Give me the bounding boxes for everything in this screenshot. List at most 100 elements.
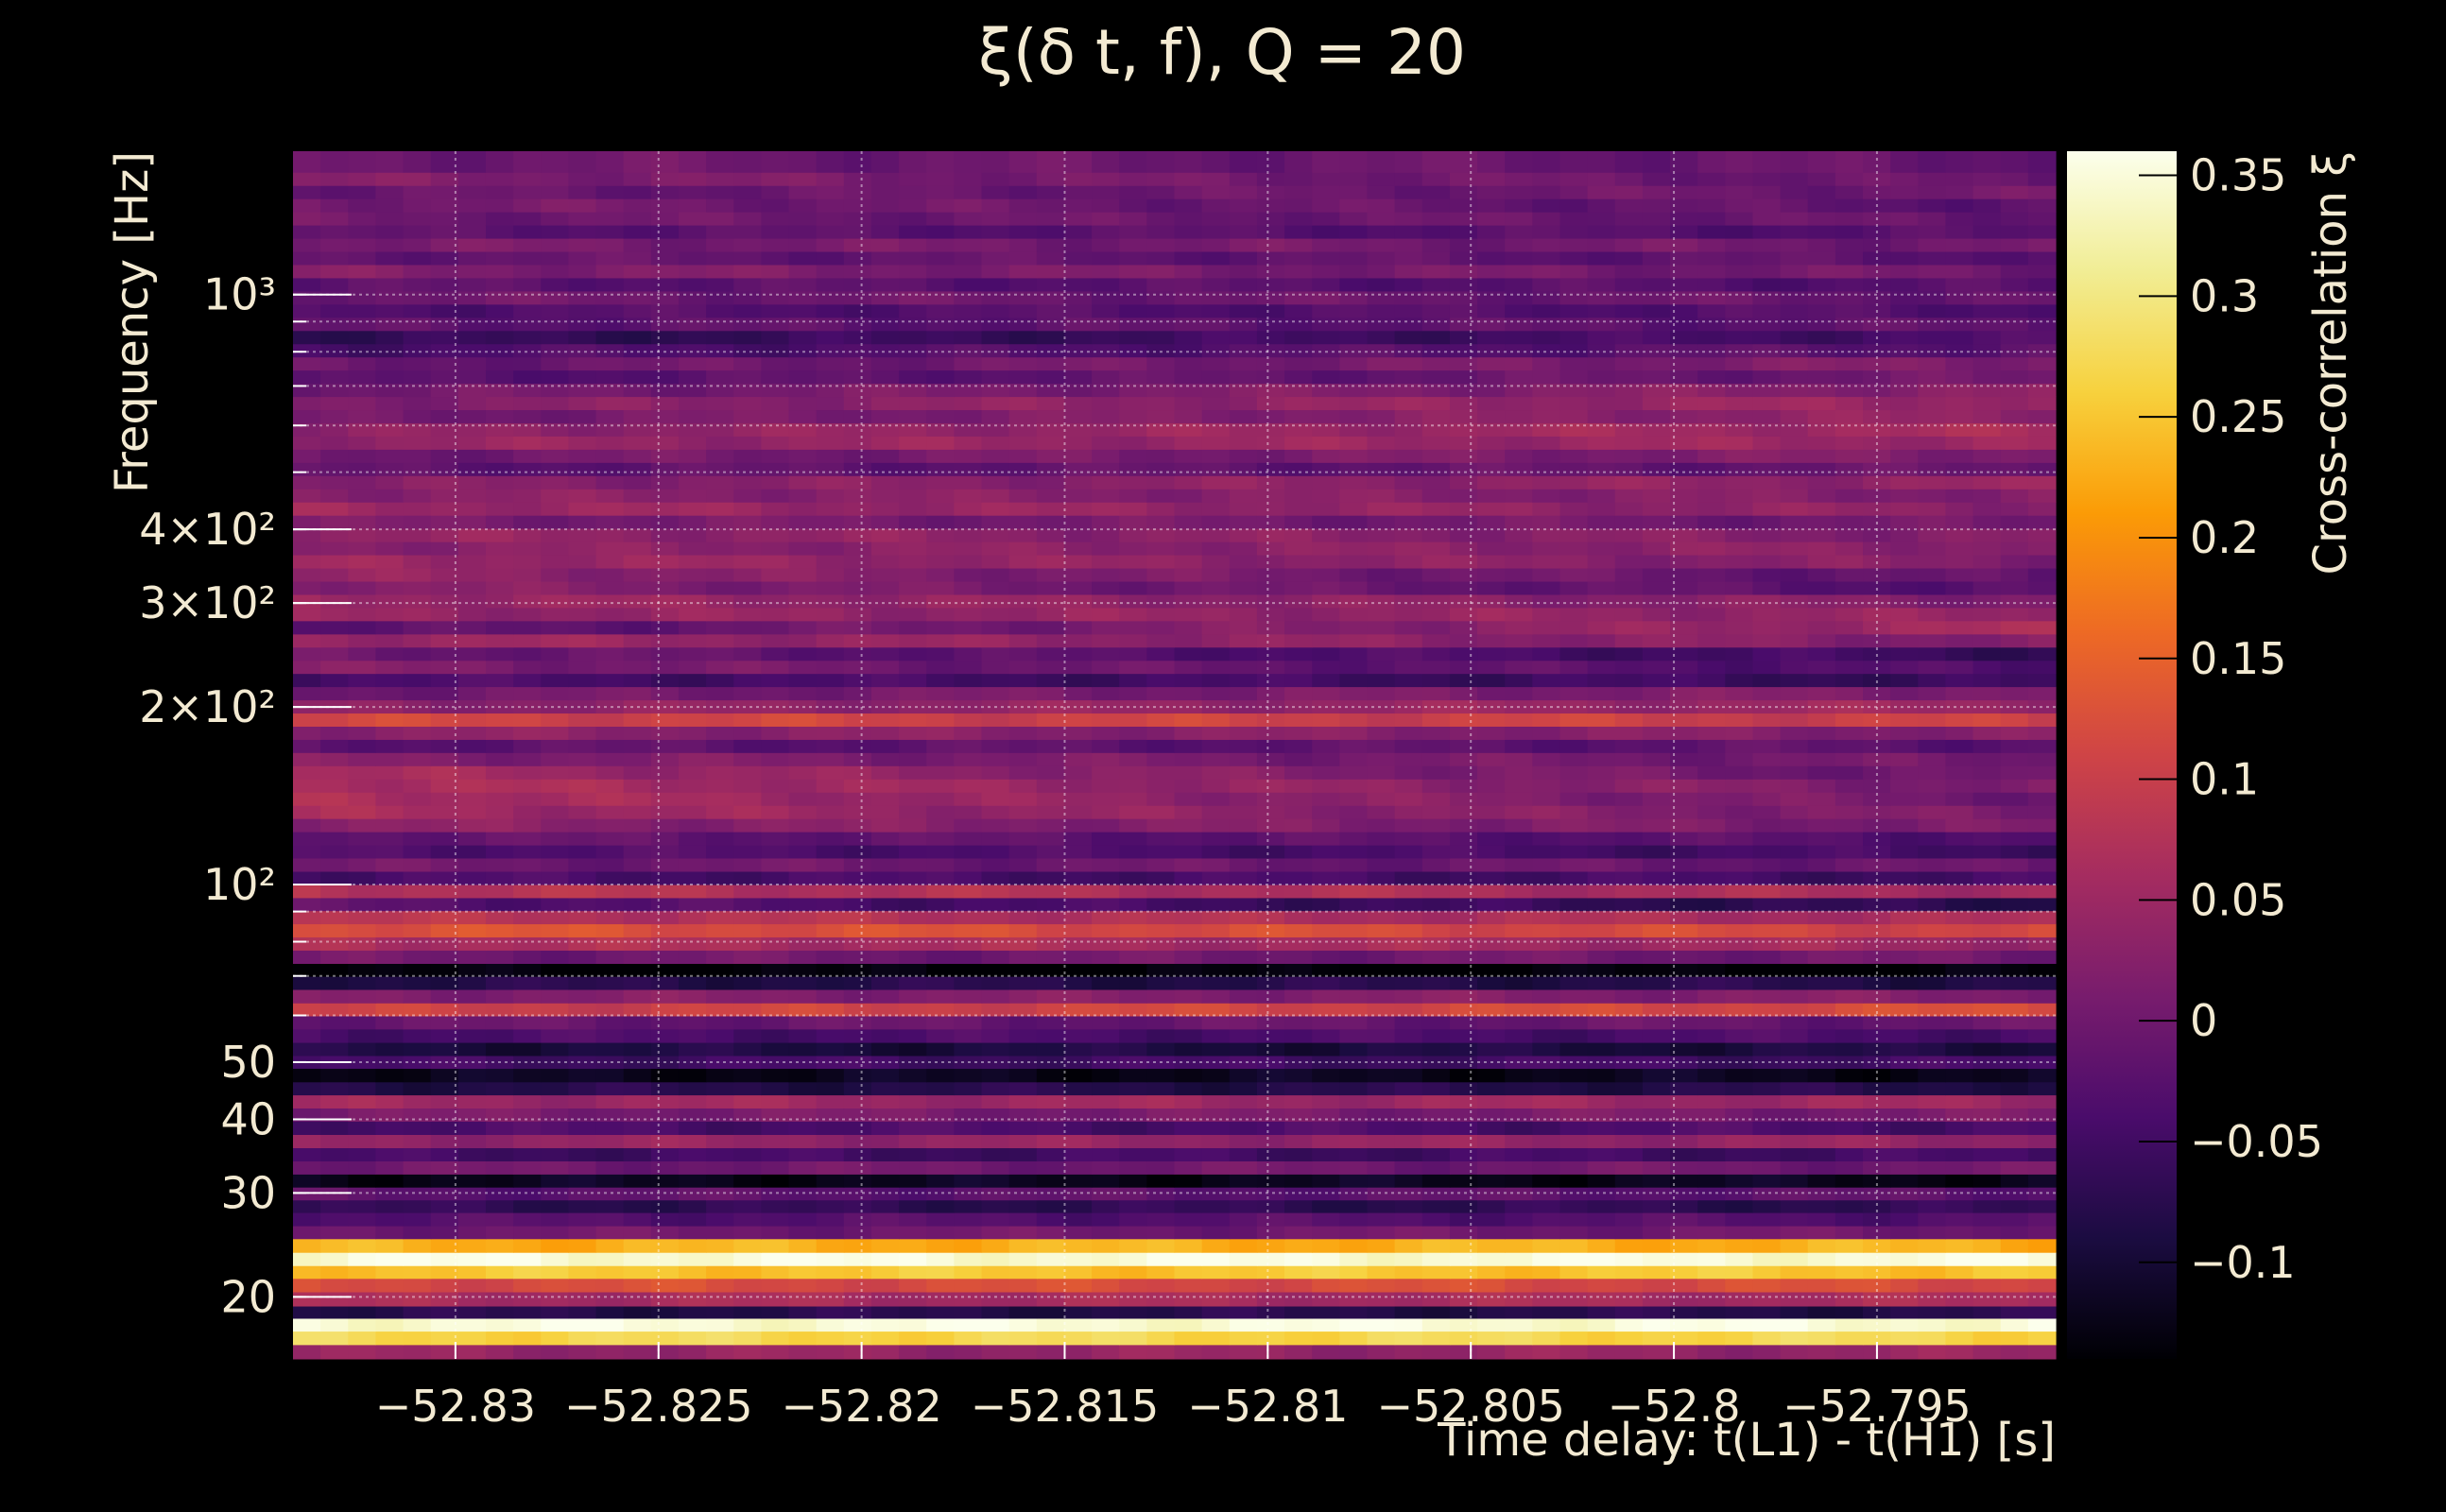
heatmap-cell — [1587, 752, 1616, 766]
heatmap-cell — [1807, 1094, 1836, 1109]
heatmap-cell — [1834, 1147, 1864, 1162]
heatmap-cell — [981, 396, 1010, 411]
heatmap-cell — [1063, 1265, 1093, 1280]
heatmap-cell — [1119, 845, 1147, 859]
heatmap-cell — [568, 1174, 597, 1188]
heatmap-cell — [457, 1292, 487, 1307]
heatmap-cell — [1918, 369, 1947, 385]
heatmap-cell — [1312, 1081, 1340, 1096]
heatmap-cell — [870, 594, 900, 609]
heatmap-cell — [1697, 660, 1726, 675]
heatmap-cell — [1174, 1028, 1203, 1043]
heatmap-cell — [430, 1147, 459, 1162]
heatmap-cell — [788, 1292, 818, 1307]
heatmap-cell — [1559, 1147, 1589, 1162]
heatmap-cell — [1256, 765, 1285, 780]
heatmap-cell — [1256, 739, 1285, 753]
heatmap-cell — [1834, 660, 1864, 675]
heatmap-cell — [1587, 1081, 1616, 1096]
heatmap-cell — [1421, 489, 1451, 503]
heatmap-cell — [1834, 897, 1864, 912]
heatmap-cell — [1008, 1174, 1038, 1188]
heatmap-cell — [954, 897, 983, 912]
heatmap-cell — [541, 369, 570, 385]
heatmap-cell — [485, 436, 514, 450]
heatmap-cell — [788, 343, 818, 358]
heatmap-cell — [1394, 963, 1423, 977]
heatmap-cell — [1505, 976, 1533, 990]
heatmap-cell — [1421, 857, 1451, 872]
heatmap-cell — [568, 1042, 597, 1057]
heatmap-cell — [1834, 739, 1864, 753]
heatmap-cell — [899, 1265, 927, 1280]
heatmap-cell — [348, 1042, 377, 1057]
heatmap-cell — [706, 555, 734, 569]
heatmap-cell — [1449, 673, 1478, 688]
heatmap-cell — [1752, 515, 1782, 529]
heatmap-cell — [1505, 923, 1533, 937]
heatmap-cell — [1477, 1265, 1506, 1280]
heatmap-cell — [1339, 1252, 1369, 1266]
heatmap-cell — [1256, 1344, 1285, 1360]
heatmap-cell — [1092, 633, 1120, 648]
heatmap-cell — [1972, 739, 2002, 753]
heatmap-cell — [899, 818, 927, 833]
heatmap-cell — [1449, 594, 1478, 609]
heatmap-cell — [954, 581, 983, 595]
heatmap-cell — [733, 646, 762, 662]
heatmap-cell — [541, 409, 570, 423]
heatmap-cell — [1119, 1226, 1147, 1240]
heatmap-cell — [1670, 396, 1698, 411]
heatmap-cell — [1587, 1068, 1616, 1083]
heatmap-cell — [1642, 1252, 1671, 1266]
heatmap-cell — [1146, 646, 1176, 662]
heatmap-cell — [513, 818, 542, 833]
heatmap-cell — [1119, 660, 1147, 675]
heatmap-cell — [1532, 1252, 1561, 1266]
heatmap-cell — [816, 475, 845, 490]
heatmap-cell — [1201, 1055, 1231, 1070]
heatmap-cell — [595, 792, 625, 806]
heatmap-cell — [1614, 976, 1644, 990]
heatmap-cell — [926, 330, 955, 345]
heatmap-cell — [899, 568, 927, 582]
heatmap-cell — [320, 568, 349, 582]
heatmap-cell — [485, 620, 514, 635]
heatmap-cell — [733, 581, 762, 595]
heatmap-cell — [926, 818, 955, 833]
heatmap-cell — [1725, 963, 1754, 977]
heatmap-cell — [650, 963, 680, 977]
heatmap-cell — [843, 805, 872, 819]
heatmap-cell — [1092, 356, 1120, 371]
heatmap-cell — [1945, 528, 1974, 542]
heatmap-cell — [1477, 1212, 1506, 1227]
heatmap-cell — [1725, 1055, 1754, 1070]
heatmap-cell — [981, 646, 1010, 662]
heatmap-cell — [981, 1094, 1010, 1109]
heatmap-cell — [485, 976, 514, 990]
heatmap-cell — [1863, 1042, 1891, 1057]
heatmap-cell — [788, 1028, 818, 1043]
heatmap-cell — [2000, 976, 2029, 990]
heatmap-cell — [457, 1306, 487, 1319]
heatmap-cell — [761, 528, 790, 542]
heatmap-cell — [1036, 1265, 1065, 1280]
heatmap-cell — [1614, 1226, 1644, 1240]
heatmap-cell — [761, 436, 790, 450]
heatmap-cell — [2000, 633, 2029, 648]
heatmap-cell — [320, 356, 349, 371]
heatmap-cell — [1863, 686, 1891, 701]
heatmap-cell — [1394, 897, 1423, 912]
heatmap-cell — [1972, 950, 2002, 964]
heatmap-cell — [706, 594, 734, 609]
heatmap-cell — [843, 356, 872, 371]
heatmap-cell — [733, 1068, 762, 1083]
heatmap-cell — [1863, 646, 1891, 662]
heatmap-cell — [1421, 449, 1451, 463]
heatmap-cell — [430, 950, 459, 964]
heatmap-cell — [293, 885, 321, 899]
heatmap-cell — [1256, 620, 1285, 635]
heatmap-cell — [1229, 673, 1258, 688]
heatmap-cell — [568, 607, 597, 622]
heatmap-cell — [870, 1147, 900, 1162]
